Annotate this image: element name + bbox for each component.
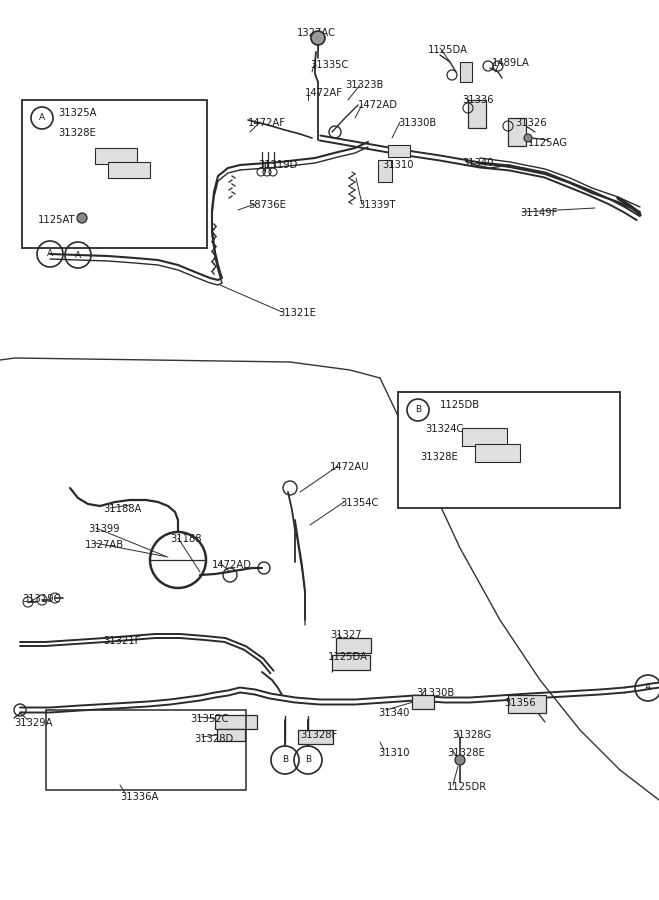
Text: 1327AC: 1327AC [297, 28, 335, 38]
Text: 31354C: 31354C [340, 498, 378, 508]
FancyBboxPatch shape [388, 145, 410, 157]
Text: 31319D: 31319D [258, 160, 297, 170]
Text: 31340: 31340 [462, 158, 494, 168]
Text: 31328E: 31328E [447, 748, 485, 758]
Circle shape [524, 134, 532, 142]
Text: 1125DA: 1125DA [428, 45, 468, 55]
Text: 31310: 31310 [382, 160, 413, 170]
Text: 31356: 31356 [504, 698, 536, 708]
FancyBboxPatch shape [475, 444, 520, 462]
Text: A: A [75, 250, 81, 259]
Text: 31326: 31326 [515, 118, 546, 128]
Text: 31330B: 31330B [398, 118, 436, 128]
Text: 1489LA: 1489LA [492, 58, 530, 68]
Text: 31352C: 31352C [190, 714, 229, 724]
Text: 31340: 31340 [378, 708, 409, 718]
Text: 58736E: 58736E [248, 200, 286, 210]
Text: 31328D: 31328D [194, 734, 233, 744]
Text: A: A [39, 113, 45, 122]
Text: 31328F: 31328F [300, 730, 337, 740]
Text: 31330B: 31330B [416, 688, 454, 698]
Text: 31188: 31188 [170, 534, 202, 544]
Text: 31321E: 31321E [278, 308, 316, 318]
FancyBboxPatch shape [217, 729, 245, 741]
Text: 1472AU: 1472AU [330, 462, 370, 472]
FancyBboxPatch shape [336, 638, 371, 653]
Text: 31336: 31336 [462, 95, 494, 105]
Text: A: A [645, 683, 651, 692]
Text: 31399: 31399 [88, 524, 120, 534]
Circle shape [77, 213, 87, 223]
Text: B: B [305, 755, 311, 764]
FancyBboxPatch shape [468, 100, 486, 128]
FancyBboxPatch shape [508, 695, 546, 713]
Text: 31335C: 31335C [310, 60, 349, 70]
Text: 31310: 31310 [378, 748, 409, 758]
Text: 1472AD: 1472AD [212, 560, 252, 570]
Text: 1125AT: 1125AT [38, 215, 76, 225]
FancyBboxPatch shape [462, 428, 507, 446]
FancyBboxPatch shape [460, 62, 472, 82]
Text: 1125DB: 1125DB [440, 400, 480, 410]
FancyBboxPatch shape [398, 392, 620, 508]
Text: 31328E: 31328E [58, 128, 96, 138]
Text: 31328G: 31328G [452, 730, 491, 740]
Text: 31319C: 31319C [22, 594, 61, 604]
Text: 1472AF: 1472AF [305, 88, 343, 98]
Circle shape [455, 755, 465, 765]
Text: 31323B: 31323B [345, 80, 384, 90]
Text: 1327AB: 1327AB [85, 540, 124, 550]
Text: B: B [282, 755, 288, 764]
Text: 31324C: 31324C [425, 424, 463, 434]
FancyBboxPatch shape [508, 118, 526, 146]
Text: 31321F: 31321F [103, 636, 140, 646]
FancyBboxPatch shape [22, 100, 207, 248]
FancyBboxPatch shape [412, 695, 434, 709]
Text: 1125AG: 1125AG [528, 138, 568, 148]
Text: 31188A: 31188A [103, 504, 142, 514]
Text: 1472AF: 1472AF [248, 118, 286, 128]
Text: 31336A: 31336A [120, 792, 158, 802]
FancyBboxPatch shape [108, 162, 150, 178]
Text: 1472AD: 1472AD [358, 100, 398, 110]
Text: 31339T: 31339T [358, 200, 395, 210]
FancyBboxPatch shape [95, 148, 137, 164]
FancyBboxPatch shape [215, 715, 257, 729]
Circle shape [311, 31, 325, 45]
Text: 1125DR: 1125DR [447, 782, 487, 792]
FancyBboxPatch shape [298, 730, 333, 744]
Text: 31329A: 31329A [14, 718, 53, 728]
Text: B: B [415, 406, 421, 415]
Text: A: A [47, 249, 53, 258]
Text: 31327: 31327 [330, 630, 362, 640]
Text: 31328E: 31328E [420, 452, 458, 462]
FancyBboxPatch shape [332, 655, 370, 670]
Text: 31325A: 31325A [58, 108, 96, 118]
Text: 31149F: 31149F [520, 208, 558, 218]
FancyBboxPatch shape [378, 160, 392, 182]
Text: 1125DA: 1125DA [328, 652, 368, 662]
